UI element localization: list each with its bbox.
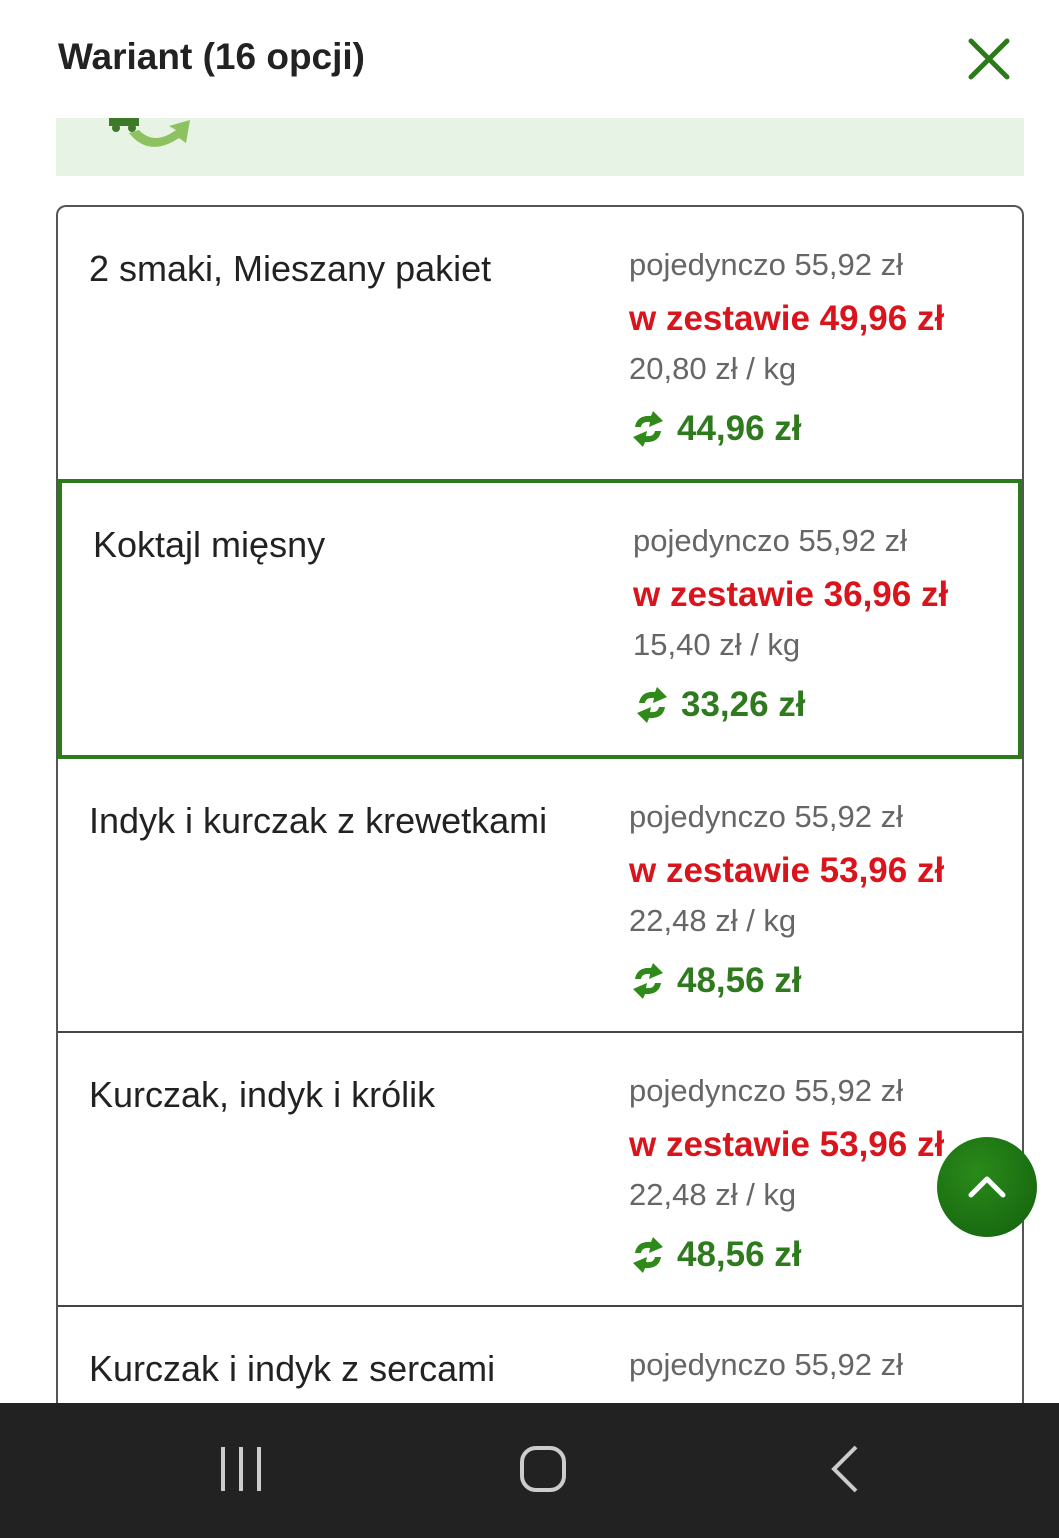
price-per-kg: 22,48 zł / kg	[629, 903, 797, 938]
set-price: w zestawie 49,96 zł	[629, 299, 945, 338]
chevron-up-icon	[968, 1176, 1006, 1198]
variant-name: Indyk i kurczak z krewetkami	[89, 800, 548, 841]
scroll-to-top-button[interactable]	[937, 1137, 1037, 1237]
variant-option[interactable]: Indyk i kurczak z krewetkami pojedynczo 5…	[58, 759, 1022, 1033]
subscription-refresh-icon	[633, 411, 663, 447]
close-icon[interactable]	[966, 36, 1012, 82]
subscription-price-value: 33,26 zł	[681, 685, 806, 724]
recent-apps-icon[interactable]	[218, 1443, 264, 1495]
subscription-price-value: 44,96 zł	[677, 409, 802, 448]
back-icon[interactable]	[828, 1443, 864, 1495]
variant-option[interactable]: Koktajl mięsny pojedynczo 55,92 zł w zesta…	[58, 479, 1022, 759]
subscription-price: 48,56 zł	[629, 1229, 944, 1281]
variant-prices: pojedynczo 55,92 zł w zestawie 53,96 zł 22…	[629, 799, 944, 1007]
set-price: w zestawie 53,96 zł	[629, 851, 945, 890]
set-price: w zestawie 36,96 zł	[633, 575, 949, 614]
variant-name: Kurczak i indyk z sercami	[89, 1348, 496, 1389]
variant-option[interactable]: 2 smaki, Mieszany pakiet pojedynczo 55,92…	[58, 207, 1022, 481]
variant-prices: pojedynczo 55,92 zł w zestawie 36,96 zł 15…	[633, 523, 948, 731]
price-per-kg: 15,40 zł / kg	[633, 627, 801, 662]
home-icon[interactable]	[518, 1443, 568, 1495]
variant-option[interactable]: Kurczak i indyk z sercami pojedynczo 55,9…	[58, 1307, 1022, 1403]
single-price: pojedynczo 55,92 zł	[633, 523, 908, 558]
variant-name: 2 smaki, Mieszany pakiet	[89, 248, 492, 289]
variant-option[interactable]: Kurczak, indyk i królik pojedynczo 55,92 …	[58, 1033, 1022, 1307]
variant-prices: pojedynczo 55,92 zł w zestawie 49,96 zł 20…	[629, 247, 944, 455]
variant-name: Koktajl mięsny	[93, 524, 326, 565]
modal-header: Wariant (16 opcji)	[0, 0, 1059, 118]
subscription-price: 44,96 zł	[629, 403, 944, 455]
subscription-price: 33,26 zł	[633, 679, 948, 731]
savings-plan-banner[interactable]	[56, 118, 1024, 176]
single-price: pojedynczo 55,92 zł	[629, 1347, 904, 1382]
single-price: pojedynczo 55,92 zł	[629, 1073, 904, 1108]
price-per-kg: 20,80 zł / kg	[629, 351, 797, 386]
variant-prices: pojedynczo 55,92 zł w zestawie 53,96 zł 22…	[629, 1073, 944, 1281]
delivery-truck-icon	[109, 118, 190, 147]
variant-name: Kurczak, indyk i królik	[89, 1074, 436, 1115]
subscription-price-value: 48,56 zł	[677, 961, 802, 1000]
system-nav-bar	[0, 1403, 1059, 1538]
subscription-refresh-icon	[637, 687, 667, 723]
page-title: Wariant (16 opcji)	[58, 36, 366, 77]
variant-list: 2 smaki, Mieszany pakiet pojedynczo 55,92…	[56, 205, 1024, 1403]
subscription-refresh-icon	[633, 963, 663, 999]
subscription-price-value: 48,56 zł	[677, 1235, 802, 1274]
single-price: pojedynczo 55,92 zł	[629, 247, 904, 282]
subscription-price: 48,56 zł	[629, 955, 944, 1007]
variant-prices: pojedynczo 55,92 zł	[629, 1347, 903, 1399]
price-per-kg: 22,48 zł / kg	[629, 1177, 797, 1212]
single-price: pojedynczo 55,92 zł	[629, 799, 904, 834]
subscription-refresh-icon	[633, 1237, 663, 1273]
set-price: w zestawie 53,96 zł	[629, 1125, 945, 1164]
